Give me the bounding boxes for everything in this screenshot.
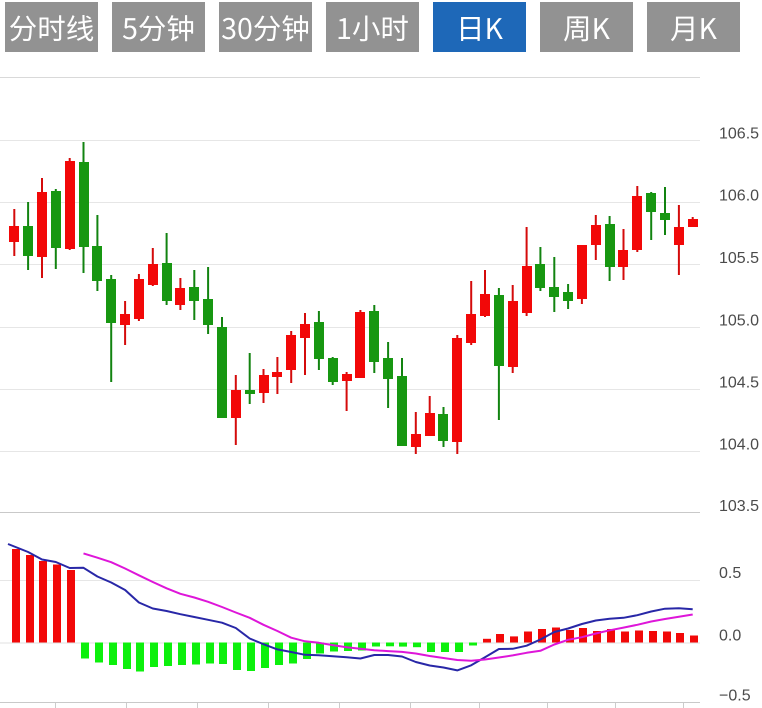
svg-text:106.5: 106.5 <box>719 126 759 143</box>
svg-text:104.0: 104.0 <box>719 437 759 454</box>
svg-text:0.0: 0.0 <box>719 628 741 645</box>
svg-text:103.5: 103.5 <box>719 498 759 515</box>
svg-text:106.0: 106.0 <box>719 188 759 205</box>
svg-text:104.5: 104.5 <box>719 375 759 392</box>
svg-text:0.5: 0.5 <box>719 565 741 582</box>
svg-text:105.5: 105.5 <box>719 250 759 267</box>
svg-text:−0.5: −0.5 <box>719 688 751 705</box>
svg-text:105.0: 105.0 <box>719 313 759 330</box>
